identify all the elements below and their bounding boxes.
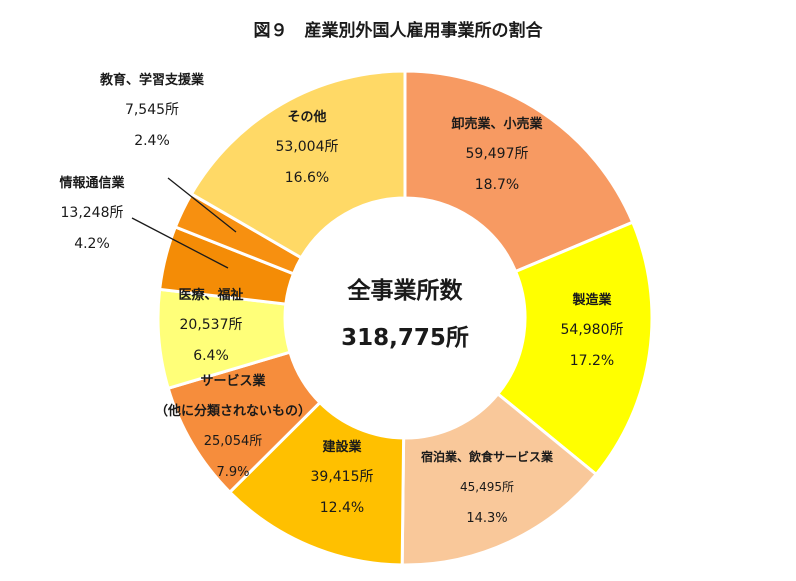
slice-labels: 卸売業、小売業 59,497所 18.7% 製造業 54,980所 17.2% 宿泊業、飲食… (59, 72, 623, 526)
slice-name: 建設業 (322, 439, 362, 455)
slice-percent: 4.2% (74, 236, 110, 252)
slice-name: 卸売業、小売業 (451, 116, 543, 132)
slice-value: 20,537所 (180, 317, 243, 333)
slices-group (156, 69, 654, 567)
slice-name: 宿泊業、飲食サービス業 (421, 449, 554, 464)
slice-percent: 16.6% (285, 170, 329, 186)
slice-2 (495, 220, 654, 477)
slice-name: サービス業 (200, 373, 266, 389)
slice-value: 54,980所 (561, 322, 624, 338)
leader-line (131, 217, 229, 269)
slice-value: 53,004所 (276, 139, 339, 155)
chart-title: 図９ 産業別外国人雇用事業所の割合 (254, 20, 544, 41)
slice-name: 製造業 (571, 292, 612, 308)
slice-name: 医療、福祉 (178, 287, 243, 303)
leader-lines (131, 177, 237, 269)
slice-percent: 14.3% (466, 511, 507, 526)
slice-name: 教育、学習支援業 (99, 72, 205, 88)
slice-percent: 6.4% (193, 348, 229, 364)
slice-value: 39,415所 (311, 469, 374, 485)
slice-name: 情報通信業 (59, 175, 125, 191)
slice-9 (189, 69, 407, 260)
slice-3 (400, 391, 599, 567)
slice-value: 7,545所 (125, 102, 179, 118)
slice-name: （他に分類されないもの） (155, 403, 311, 419)
slice-value: 25,054所 (204, 434, 263, 449)
slice-1 (403, 69, 635, 274)
center-total: 318,775所 (341, 325, 469, 351)
slice-value: 59,497所 (466, 146, 529, 162)
slice-percent: 7.9% (216, 465, 249, 480)
slice-percent: 12.4% (320, 500, 364, 516)
slice-value: 13,248所 (61, 205, 124, 221)
center-label: 全事業所数 (347, 277, 464, 304)
slice-value: 45,495所 (460, 480, 514, 494)
slice-percent: 2.4% (134, 133, 170, 149)
slice-name: その他 (287, 109, 326, 125)
slice-percent: 18.7% (475, 177, 519, 193)
slice-percent: 17.2% (570, 353, 614, 369)
leader-line (167, 177, 237, 233)
